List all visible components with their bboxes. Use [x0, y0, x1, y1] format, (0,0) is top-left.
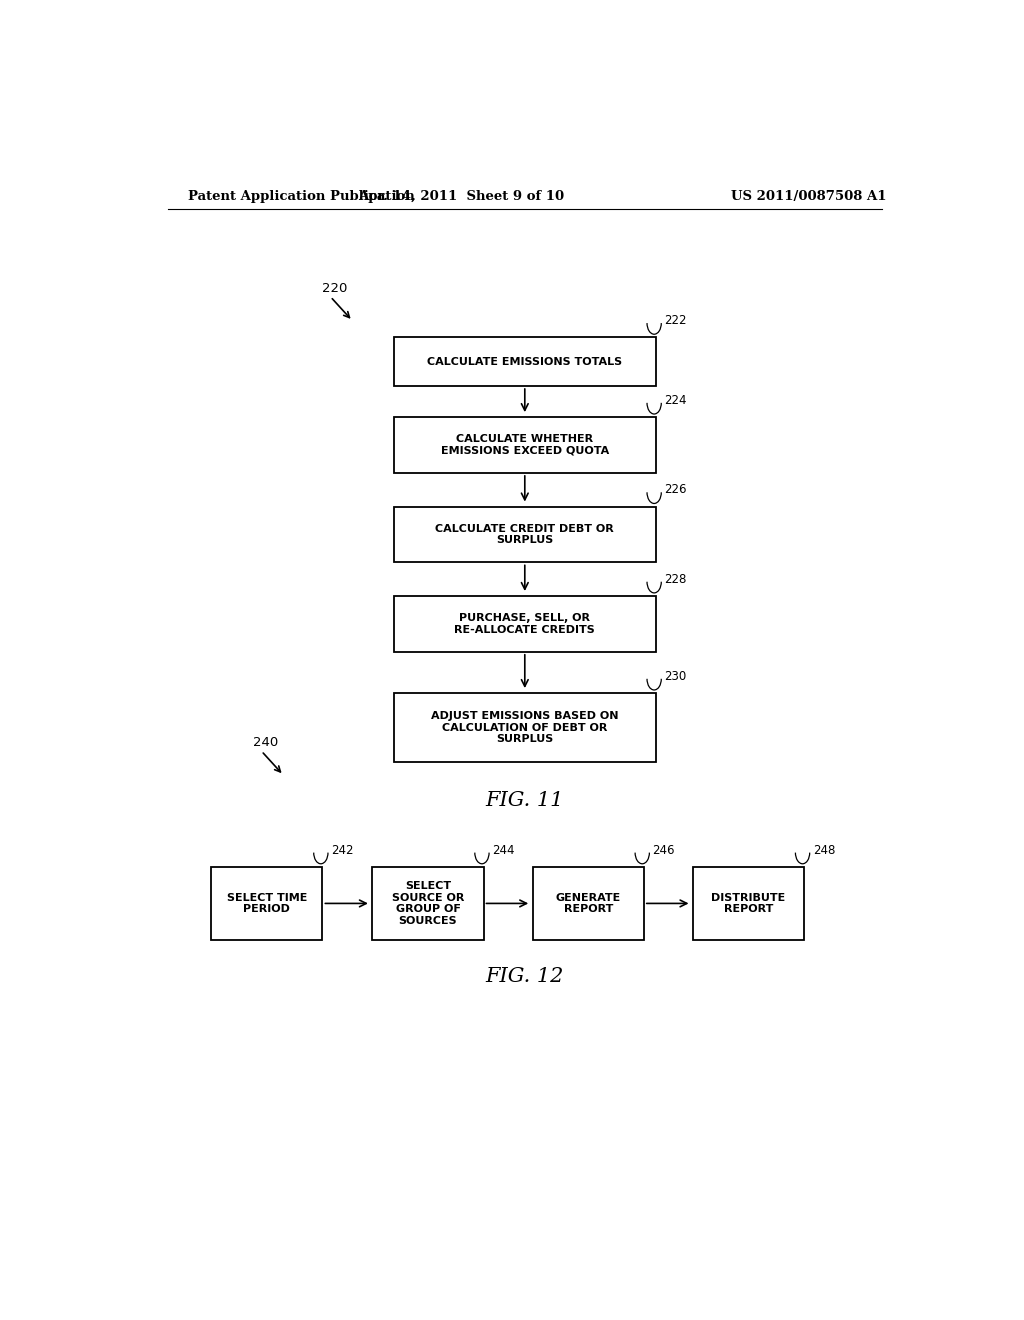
Text: 242: 242 — [331, 843, 353, 857]
Text: 240: 240 — [253, 737, 279, 748]
Text: 248: 248 — [813, 843, 836, 857]
FancyBboxPatch shape — [394, 507, 655, 562]
Text: CALCULATE WHETHER
EMISSIONS EXCEED QUOTA: CALCULATE WHETHER EMISSIONS EXCEED QUOTA — [440, 434, 609, 455]
FancyBboxPatch shape — [394, 595, 655, 652]
FancyBboxPatch shape — [693, 867, 804, 940]
Text: FIG. 11: FIG. 11 — [485, 791, 564, 810]
Text: SELECT TIME
PERIOD: SELECT TIME PERIOD — [226, 892, 307, 915]
FancyBboxPatch shape — [394, 417, 655, 473]
Text: Patent Application Publication: Patent Application Publication — [187, 190, 415, 202]
Text: CALCULATE EMISSIONS TOTALS: CALCULATE EMISSIONS TOTALS — [427, 356, 623, 367]
Text: 224: 224 — [665, 393, 687, 407]
Text: 226: 226 — [665, 483, 687, 496]
Text: US 2011/0087508 A1: US 2011/0087508 A1 — [731, 190, 887, 202]
Text: ADJUST EMISSIONS BASED ON
CALCULATION OF DEBT OR
SURPLUS: ADJUST EMISSIONS BASED ON CALCULATION OF… — [431, 711, 618, 744]
FancyBboxPatch shape — [394, 693, 655, 762]
Text: PURCHASE, SELL, OR
RE-ALLOCATE CREDITS: PURCHASE, SELL, OR RE-ALLOCATE CREDITS — [455, 612, 595, 635]
FancyBboxPatch shape — [532, 867, 644, 940]
FancyBboxPatch shape — [211, 867, 323, 940]
Text: 246: 246 — [652, 843, 675, 857]
Text: 222: 222 — [665, 314, 687, 327]
FancyBboxPatch shape — [373, 867, 483, 940]
Text: DISTRIBUTE
REPORT: DISTRIBUTE REPORT — [712, 892, 785, 915]
Text: SELECT
SOURCE OR
GROUP OF
SOURCES: SELECT SOURCE OR GROUP OF SOURCES — [392, 880, 464, 925]
Text: 228: 228 — [665, 573, 687, 586]
Text: FIG. 12: FIG. 12 — [485, 968, 564, 986]
Text: CALCULATE CREDIT DEBT OR
SURPLUS: CALCULATE CREDIT DEBT OR SURPLUS — [435, 524, 614, 545]
FancyBboxPatch shape — [394, 338, 655, 385]
Text: 244: 244 — [493, 843, 515, 857]
Text: GENERATE
REPORT: GENERATE REPORT — [556, 892, 621, 915]
Text: 230: 230 — [665, 669, 687, 682]
Text: 220: 220 — [323, 281, 348, 294]
Text: Apr. 14, 2011  Sheet 9 of 10: Apr. 14, 2011 Sheet 9 of 10 — [358, 190, 564, 202]
